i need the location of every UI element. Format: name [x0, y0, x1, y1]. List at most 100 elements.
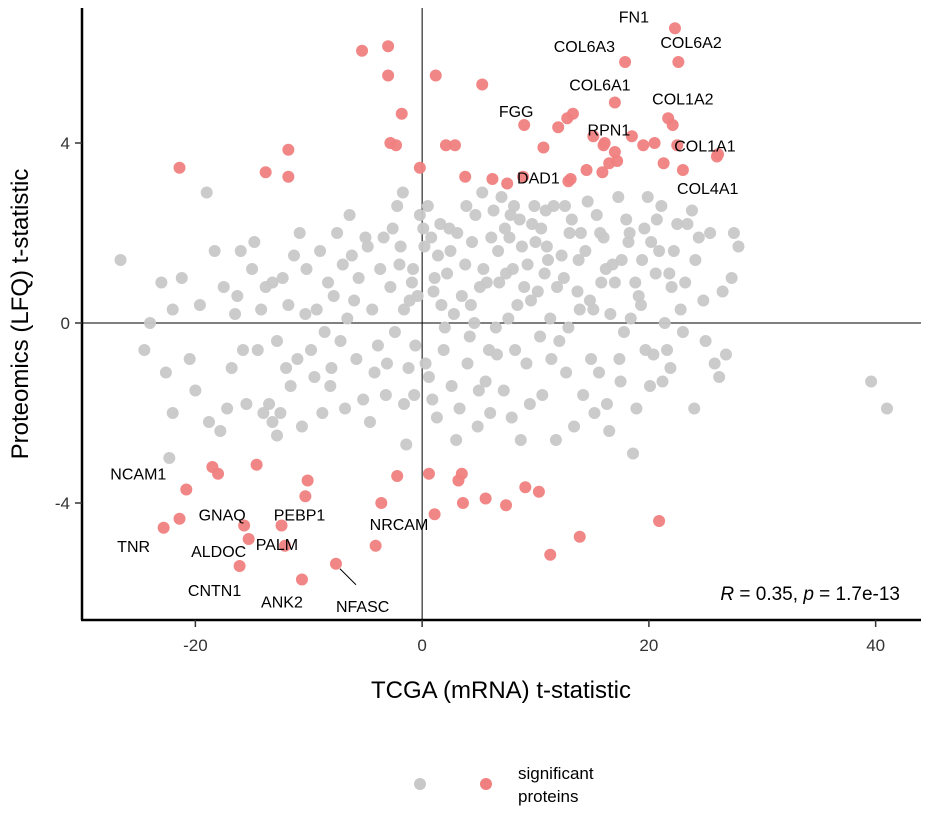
data-point [234, 245, 247, 257]
data-point [437, 344, 450, 356]
data-point [193, 299, 206, 311]
legend-label-line-2: proteins [518, 787, 578, 806]
data-point [617, 326, 630, 338]
data-point [432, 249, 445, 262]
data-point [468, 317, 481, 329]
axes [80, 8, 921, 622]
y-tick-label: -4 [55, 494, 70, 513]
data-point [549, 434, 562, 446]
data-point [350, 353, 363, 365]
significant-data-point [552, 121, 565, 134]
significant-data-point [596, 166, 609, 179]
data-point [166, 407, 179, 419]
significant-data-point [532, 485, 545, 498]
data-point [515, 240, 528, 253]
data-point [417, 222, 430, 235]
significant-data-point [356, 44, 369, 57]
data-point [581, 195, 594, 208]
data-point [679, 276, 692, 289]
reference-lines [82, 8, 921, 620]
data-point [257, 407, 270, 419]
data-point [400, 438, 413, 451]
data-point [641, 191, 654, 203]
data-point [221, 402, 234, 415]
gene-label-ncam1: NCAM1 [110, 467, 166, 484]
data-point [590, 209, 603, 221]
data-point [497, 384, 510, 397]
data-point [324, 380, 337, 392]
data-point [427, 285, 440, 298]
gene-label-col6a1: COL6A1 [569, 78, 630, 95]
y-axis-title: Proteomics (LFQ) t-statistic [7, 169, 34, 460]
significant-data-point [564, 173, 577, 185]
significant-data-point [657, 157, 670, 170]
data-point [565, 213, 578, 226]
data-point [438, 321, 451, 334]
significant-data-point [672, 56, 685, 68]
data-point [613, 353, 626, 365]
significant-data-point [282, 170, 295, 183]
data-point [422, 371, 435, 383]
data-point [658, 317, 671, 329]
data-point [114, 254, 127, 266]
data-point [667, 245, 680, 257]
p-value: 1.7e-13 [836, 584, 900, 605]
legend-label-significant: significant proteins [518, 764, 598, 806]
data-point [409, 339, 422, 352]
significant-data-point [250, 458, 263, 471]
data-point [531, 285, 544, 298]
data-point [562, 321, 575, 334]
data-point [507, 200, 520, 212]
data-point [560, 366, 573, 379]
data-point [534, 330, 547, 343]
significant-data-point [452, 474, 465, 487]
significant-data-point [519, 481, 532, 494]
data-point [713, 371, 726, 383]
data-point [246, 263, 259, 275]
significant-data-point [486, 173, 499, 185]
data-point [644, 380, 657, 392]
data-point [363, 416, 376, 428]
data-point [308, 371, 321, 383]
significant-points [157, 22, 725, 586]
data-point [374, 263, 387, 275]
data-point [463, 330, 476, 343]
data-point [585, 353, 598, 365]
data-point [155, 276, 168, 289]
data-point [545, 353, 558, 365]
significant-data-point [456, 497, 469, 509]
data-point [461, 357, 474, 370]
data-point [540, 240, 553, 253]
significant-data-point [282, 143, 295, 156]
data-point [634, 299, 647, 311]
data-point [343, 209, 356, 221]
significant-data-point [668, 22, 681, 35]
data-point [280, 362, 293, 374]
data-point [266, 276, 279, 289]
data-point [579, 245, 592, 257]
data-point [413, 209, 426, 221]
data-point [384, 281, 397, 293]
data-point [476, 186, 489, 199]
data-point [577, 389, 590, 401]
data-point [200, 186, 213, 199]
data-point [166, 303, 179, 316]
data-point [551, 281, 564, 293]
gene-label-col6a2: COL6A2 [660, 35, 721, 52]
significant-data-point [449, 139, 462, 152]
data-point [649, 267, 662, 280]
data-point [240, 398, 253, 410]
data-point [208, 245, 221, 257]
data-point [574, 227, 587, 239]
significant-data-point [180, 483, 193, 496]
data-point [571, 285, 584, 298]
data-point [674, 303, 687, 316]
data-point [880, 402, 893, 415]
data-point [202, 416, 215, 428]
data-point [523, 398, 536, 410]
data-point [453, 402, 466, 415]
data-point [336, 258, 349, 271]
data-point [595, 276, 608, 289]
data-point [366, 303, 379, 316]
